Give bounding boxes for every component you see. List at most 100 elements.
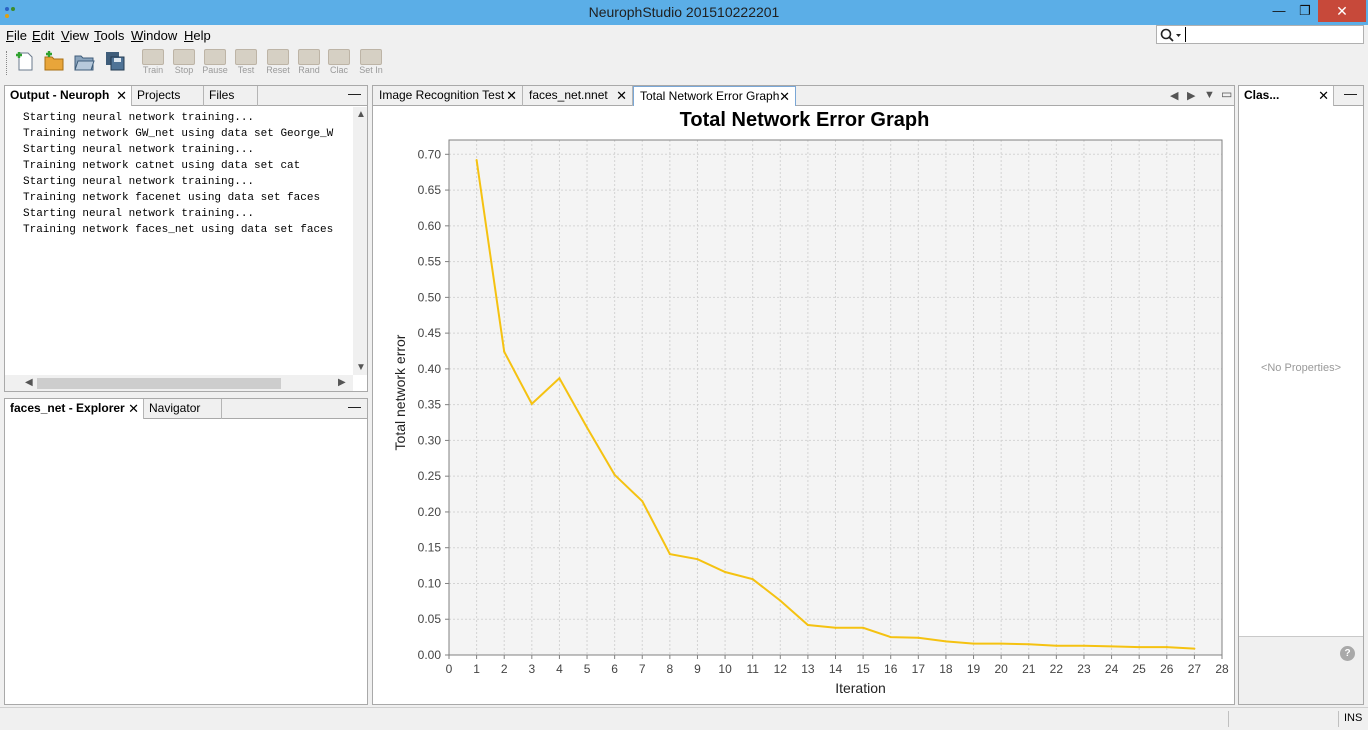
- help-icon[interactable]: ?: [1340, 646, 1355, 661]
- rand-label: Rand: [298, 65, 320, 75]
- data-point: [1027, 643, 1030, 646]
- tab-faces-net-explorer[interactable]: faces_net - Explorer ✕: [5, 399, 144, 419]
- y-tick-label: 0.60: [418, 219, 442, 233]
- output-panel: Output - Neuroph ✕ Projects Files — Start…: [4, 85, 368, 392]
- new-project-icon[interactable]: [43, 50, 65, 72]
- properties-description: ?: [1239, 636, 1363, 704]
- tab-total-network-error-graph[interactable]: Total Network Error Graph ✕: [633, 86, 796, 106]
- toolbar: Train Stop Pause Test Reset Rand Clac Se…: [0, 46, 1368, 82]
- log-line: Starting neural network training...: [23, 208, 255, 220]
- tab-image-recognition-test[interactable]: Image Recognition Test ✕: [373, 86, 523, 106]
- minimize-panel-icon[interactable]: —: [1344, 86, 1357, 101]
- new-file-icon[interactable]: [14, 50, 36, 72]
- reset-icon: [267, 49, 289, 65]
- log-line: Training network facenet using data set …: [23, 192, 321, 204]
- y-tick-label: 0.15: [418, 541, 442, 555]
- clac-label: Clac: [329, 65, 348, 75]
- close-tab-icon[interactable]: ✕: [779, 89, 790, 104]
- pause-button[interactable]: Pause: [201, 49, 229, 77]
- chart-labels: Total Network Error Graph 0.00 0.05 0.10 0.1…: [392, 109, 1229, 696]
- open-project-icon[interactable]: [73, 50, 95, 72]
- data-point: [530, 402, 533, 405]
- scroll-thumb[interactable]: [37, 378, 281, 389]
- scroll-right-icon[interactable]: ▶: [338, 377, 346, 388]
- menu-window[interactable]: Window: [131, 28, 177, 43]
- scroll-tabs-right-icon[interactable]: ▶: [1187, 90, 1196, 102]
- vertical-scrollbar[interactable]: ▲ ▼: [353, 107, 367, 375]
- x-tick-label: 20: [994, 662, 1008, 676]
- tab-label: Files: [209, 88, 235, 102]
- stop-button[interactable]: Stop: [170, 49, 198, 77]
- maximize-button[interactable]: ❐: [1299, 3, 1311, 18]
- log-line: Starting neural network training...: [23, 112, 255, 124]
- horizontal-scrollbar[interactable]: ◀ ▶: [5, 375, 353, 391]
- x-tick-label: 19: [967, 662, 981, 676]
- stop-icon: [173, 49, 195, 65]
- test-label: Test: [237, 65, 255, 75]
- properties-panel: Clas... ✕ — <No Properties> ?: [1238, 85, 1364, 705]
- data-point: [889, 636, 892, 639]
- x-tick-label: 14: [829, 662, 843, 676]
- clac-button[interactable]: Clac: [325, 49, 353, 77]
- menu-edit[interactable]: Edit: [32, 28, 54, 43]
- tab-label: Projects: [137, 88, 181, 102]
- quick-search[interactable]: [1156, 25, 1364, 44]
- scroll-tabs-left-icon[interactable]: ◀: [1170, 90, 1179, 102]
- tab-output-neuroph[interactable]: Output - Neuroph ✕: [5, 86, 132, 106]
- chart-grid: [448, 140, 1223, 656]
- set-in-button[interactable]: Set In: [357, 49, 385, 77]
- test-button[interactable]: Test: [232, 49, 260, 77]
- editor-tabstrip: Image Recognition Test ✕ faces_net.nnet ✕ …: [373, 86, 1234, 106]
- tab-files[interactable]: Files: [204, 86, 258, 106]
- scroll-up-icon[interactable]: ▲: [356, 109, 366, 120]
- menu-help[interactable]: Help: [184, 28, 211, 43]
- reset-button[interactable]: Reset: [264, 49, 292, 77]
- window-title: NeurophStudio 201510222201: [588, 4, 780, 20]
- close-tab-icon[interactable]: ✕: [116, 88, 127, 103]
- scroll-left-icon[interactable]: ◀: [25, 377, 33, 388]
- title-bar: NeurophStudio 201510222201 — ❐ ✕: [0, 0, 1368, 25]
- data-point: [558, 377, 561, 380]
- x-tick-label: 11: [746, 662, 759, 676]
- maximize-window-icon[interactable]: ▭: [1221, 87, 1233, 101]
- close-tab-icon[interactable]: ✕: [1318, 88, 1329, 103]
- menu-tools[interactable]: Tools: [94, 28, 124, 43]
- menu-mnemonic: V: [61, 28, 70, 43]
- minimize-button[interactable]: —: [1272, 3, 1286, 18]
- minimize-panel-icon[interactable]: —: [348, 86, 361, 101]
- app-logo-icon: [5, 7, 15, 18]
- x-tick-label: 16: [884, 662, 898, 676]
- chart-title: Total Network Error Graph: [680, 109, 930, 131]
- close-button[interactable]: ✕: [1318, 0, 1366, 22]
- output-tabstrip: Output - Neuroph ✕ Projects Files —: [5, 86, 367, 106]
- tab-projects[interactable]: Projects: [132, 86, 204, 106]
- tab-label: Output - Neuroph: [10, 88, 110, 102]
- tab-label: Total Network Error Graph: [640, 89, 780, 103]
- close-tab-icon[interactable]: ✕: [506, 88, 517, 103]
- tab-classes[interactable]: Clas... ✕: [1239, 86, 1334, 106]
- train-button[interactable]: Train: [139, 49, 167, 77]
- graph-panel: Image Recognition Test ✕ faces_net.nnet ✕ …: [372, 85, 1235, 705]
- x-axis-label: Iteration: [835, 680, 886, 696]
- tab-faces-net-nnet[interactable]: faces_net.nnet ✕: [523, 86, 633, 106]
- log-line: Training network GW_net using data set G…: [23, 128, 334, 140]
- menu-view[interactable]: View: [61, 28, 89, 43]
- tab-navigator[interactable]: Navigator: [144, 399, 222, 419]
- scroll-down-icon[interactable]: ▼: [356, 362, 366, 373]
- error-chart: Total Network Error Graph 0.00 0.05 0.10 0.1…: [392, 109, 1229, 696]
- tab-list-dropdown-icon[interactable]: ▼: [1204, 89, 1215, 101]
- close-tab-icon[interactable]: ✕: [128, 401, 139, 416]
- search-input[interactable]: [1185, 27, 1360, 42]
- data-point: [1082, 644, 1085, 647]
- x-tick-label: 21: [1022, 662, 1036, 676]
- data-point: [475, 159, 478, 162]
- rand-button[interactable]: Rand: [295, 49, 323, 77]
- save-all-icon[interactable]: [104, 50, 126, 72]
- menu-file[interactable]: File: [6, 28, 27, 43]
- y-tick-label: 0.25: [418, 469, 442, 483]
- search-icon[interactable]: [1159, 27, 1183, 43]
- close-tab-icon[interactable]: ✕: [616, 88, 627, 103]
- x-tick-label: 15: [856, 662, 870, 676]
- properties-tabstrip: Clas... ✕ —: [1239, 86, 1363, 106]
- minimize-panel-icon[interactable]: —: [348, 399, 361, 414]
